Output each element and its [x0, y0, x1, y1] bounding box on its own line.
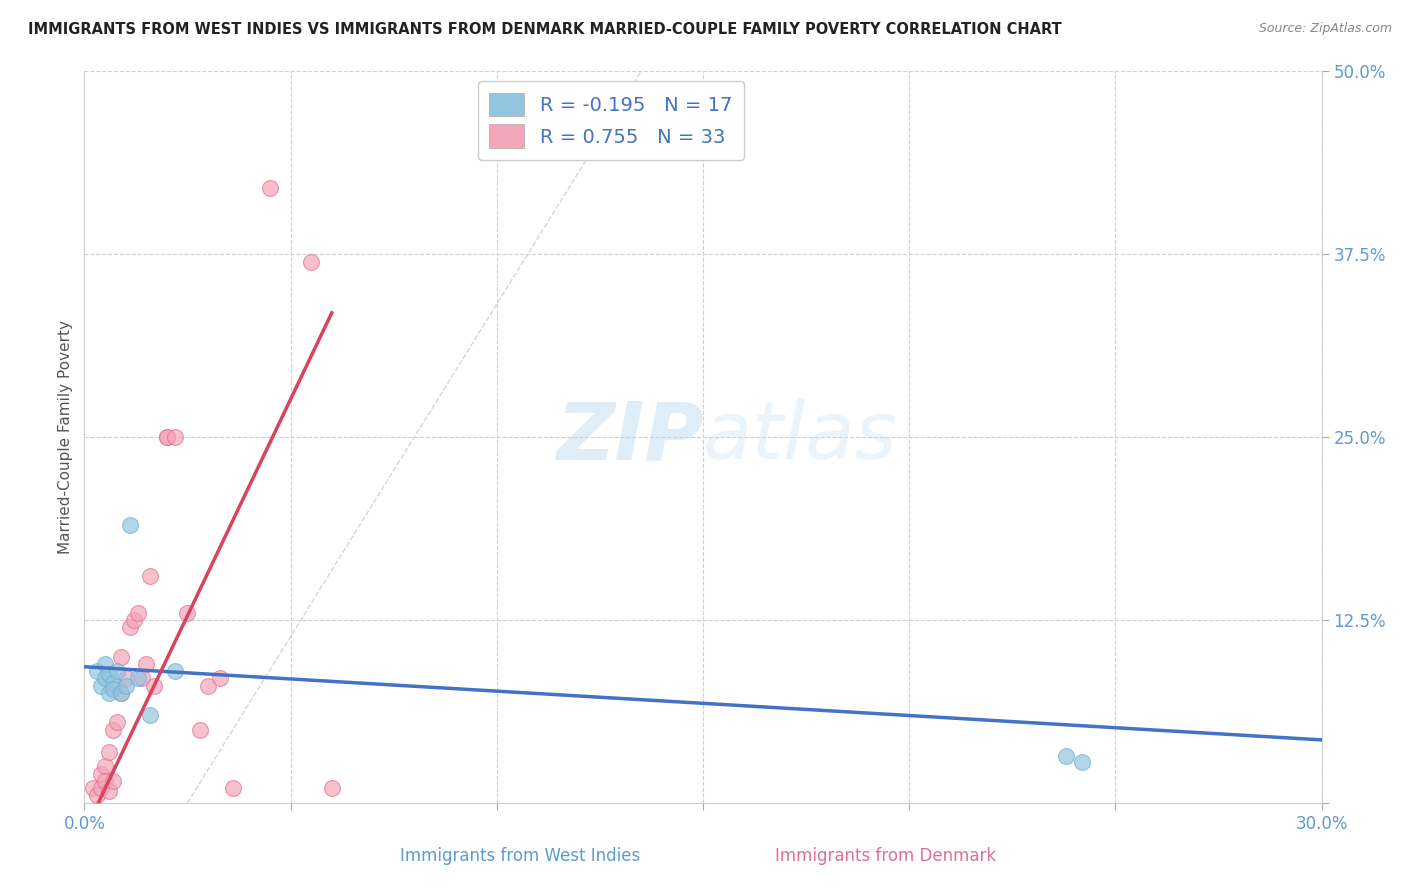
Point: [86, 664, 108, 678]
Point: [143, 679, 166, 693]
Point: [321, 781, 343, 796]
Point: [176, 606, 198, 620]
Point: [165, 664, 187, 678]
Point: [127, 606, 149, 620]
Point: [156, 430, 179, 444]
Point: [105, 715, 128, 730]
Point: [299, 254, 322, 268]
Point: [1071, 755, 1094, 769]
Point: [127, 672, 149, 686]
Point: [139, 708, 162, 723]
Point: [105, 664, 128, 678]
Legend: R = -0.195   N = 17, R = 0.755   N = 33: R = -0.195 N = 17, R = 0.755 N = 33: [478, 81, 744, 160]
Point: [94, 773, 117, 788]
Point: [197, 679, 219, 693]
Point: [209, 672, 232, 686]
Point: [259, 181, 281, 195]
Point: [122, 613, 145, 627]
Point: [188, 723, 211, 737]
Point: [98, 667, 121, 681]
Point: [86, 789, 108, 803]
Point: [118, 517, 141, 532]
Point: [110, 686, 132, 700]
Point: [103, 723, 125, 737]
Point: [131, 672, 153, 686]
Point: [165, 430, 187, 444]
Point: [94, 657, 117, 671]
Point: [103, 773, 125, 788]
Point: [98, 784, 121, 798]
Point: [98, 686, 121, 700]
Point: [114, 679, 136, 693]
Point: [105, 679, 128, 693]
Text: Immigrants from West Indies: Immigrants from West Indies: [401, 847, 640, 865]
Point: [114, 672, 136, 686]
Point: [110, 686, 132, 700]
Point: [156, 430, 179, 444]
Point: [90, 766, 112, 780]
Text: IMMIGRANTS FROM WEST INDIES VS IMMIGRANTS FROM DENMARK MARRIED-COUPLE FAMILY POV: IMMIGRANTS FROM WEST INDIES VS IMMIGRANT…: [28, 22, 1062, 37]
Point: [98, 745, 121, 759]
Point: [118, 620, 141, 634]
Point: [90, 781, 112, 796]
Point: [135, 657, 157, 671]
Point: [103, 676, 125, 690]
Text: Immigrants from Denmark: Immigrants from Denmark: [775, 847, 997, 865]
Point: [139, 569, 162, 583]
Point: [222, 781, 245, 796]
Point: [110, 649, 132, 664]
Point: [1054, 749, 1077, 764]
Point: [90, 679, 112, 693]
Text: atlas: atlas: [703, 398, 898, 476]
Text: Source: ZipAtlas.com: Source: ZipAtlas.com: [1258, 22, 1392, 36]
Point: [94, 672, 117, 686]
Point: [94, 759, 117, 773]
Point: [82, 781, 104, 796]
Point: [103, 681, 125, 696]
Text: ZIP: ZIP: [555, 398, 703, 476]
Y-axis label: Married-Couple Family Poverty: Married-Couple Family Poverty: [58, 320, 73, 554]
